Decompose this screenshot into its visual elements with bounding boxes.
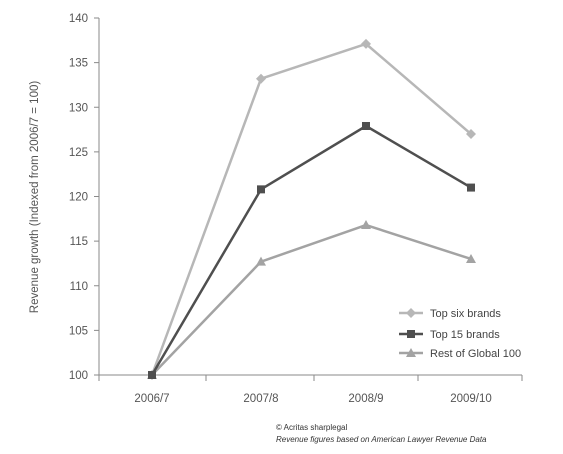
legend-swatch-marker: [407, 330, 415, 338]
y-tick-label: 115: [70, 236, 88, 248]
legend: Top six brands Top 15 brands Rest of Globa…: [399, 308, 521, 360]
chart-axes: [98, 18, 522, 376]
y-tick-label: 105: [69, 325, 88, 337]
series-layer: [147, 38, 476, 380]
series-top-15-brands: [148, 121, 475, 379]
x-tick-label: 2007/8: [243, 393, 278, 405]
legend-label: Top 15 brands: [430, 329, 500, 341]
rest-of-global-100-point: [361, 220, 371, 230]
legend-item-top-15-brands: Top 15 brands: [399, 329, 500, 341]
legend-swatch-marker: [406, 348, 416, 357]
legend-swatch-marker: [406, 308, 416, 318]
x-tick-label: 2008/9: [348, 393, 383, 405]
rest-of-global-100-point: [256, 256, 266, 266]
y-tick-label: 120: [69, 192, 88, 204]
top-15-brands-line: [150, 124, 472, 376]
y-tick-label: 135: [69, 58, 88, 70]
top-six-brands-point: [466, 129, 476, 140]
legend-item-top-six-brands: Top six brands: [399, 308, 501, 320]
y-tick-label: 110: [70, 281, 88, 293]
top-15-brands-point: [467, 183, 475, 192]
source-note: Revenue figures based on American Lawyer…: [276, 435, 487, 444]
y-tick-label: 125: [69, 147, 88, 159]
y-axis-title: Revenue growth (Indexed from 2006/7 = 10…: [29, 81, 41, 314]
legend-label: Rest of Global 100: [430, 348, 521, 360]
legend-item-rest-of-global-100: Rest of Global 100: [399, 348, 521, 360]
top-six-brands-point: [361, 38, 371, 49]
x-tick-label: 2006/7: [134, 393, 169, 405]
y-tick-label: 140: [69, 13, 88, 25]
top-15-brands-point: [257, 185, 265, 194]
y-tick-label: 130: [69, 102, 88, 114]
rest-of-global-100-line: [151, 223, 472, 376]
rest-of-global-100-point: [466, 253, 476, 263]
top-six-brands-point: [256, 73, 266, 84]
y-ticks: 100 105 110 115 120 125 130 135 140: [69, 13, 99, 382]
top-15-brands-point: [362, 121, 370, 130]
x-tick-label: 2009/10: [450, 393, 492, 405]
credit-note: © Acritas sharplegal: [276, 423, 348, 432]
y-tick-label: 100: [69, 370, 88, 382]
top-six-brands-line: [150, 42, 472, 376]
x-ticks: 2006/7 2007/8 2008/9 2009/10: [98, 375, 523, 405]
top-15-brands-point: [148, 371, 156, 379]
legend-label: Top six brands: [430, 308, 501, 320]
